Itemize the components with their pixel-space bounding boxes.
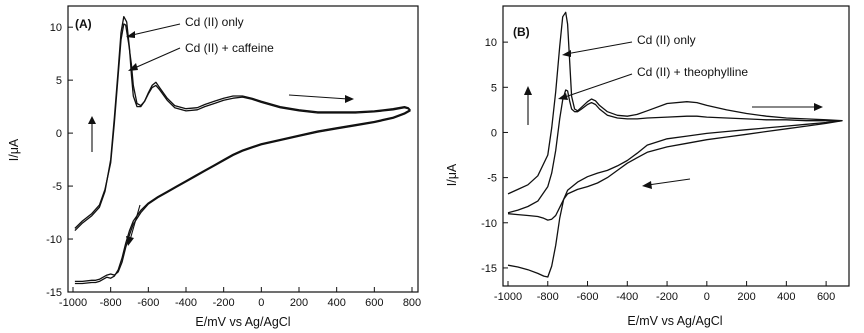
panel-b-y-tick-label: -10 (481, 218, 497, 230)
panel-a-scan-arrowhead-down (126, 236, 134, 246)
panel-b-series-cd-with-additive-line (507, 89, 843, 221)
panel-b-y-tick-label: 5 (491, 82, 497, 94)
panel-b-pointer-cd-only (565, 41, 633, 55)
panel-a-series-cd-with-additive-line (74, 23, 411, 283)
panel-a-y-tick-label: -5 (52, 181, 62, 193)
panel-a-x-tick-label: -600 (137, 297, 159, 309)
panel-a-x-tick-label: 800 (403, 297, 421, 309)
panel-b-x-tick-label: 600 (817, 291, 835, 303)
panel-a-y-axis: -15 -10 -5 0 5 10 (46, 22, 73, 299)
panel-b-scan-arrow-left (647, 178, 691, 186)
panel-b-y-axis: -15 -10 -5 0 5 10 (481, 37, 508, 275)
panel-b-scan-arrowhead-up (524, 86, 532, 95)
panel-b-frame (502, 5, 850, 287)
panel-b-scan-arrowhead-right (814, 103, 823, 111)
panel-a-series-cd-only-line (74, 15, 411, 285)
panel-b-x-tick-label: 400 (777, 291, 795, 303)
panel-b-annotation-cd-theophylline: Cd (II) + theophylline (637, 65, 748, 79)
panel-a-x-tick-label: -200 (213, 297, 235, 309)
panel-a-pointer-head-cd-caffeine (128, 63, 138, 71)
panel-b-scan-arrowhead-left (642, 181, 652, 189)
panel-b-y-tick-label: 0 (491, 127, 497, 139)
panel-b-y-axis-label: I/μA (445, 163, 459, 186)
panel-a-frame (67, 5, 419, 293)
panel-a-pointer-cd-only (127, 23, 181, 37)
panel-b-x-tick-label: -600 (577, 291, 599, 303)
panel-a-x-tick-label: 400 (327, 297, 345, 309)
panel-a-x-tick-label: -400 (175, 297, 197, 309)
panel-b-y-tick-label: -15 (481, 263, 497, 275)
panel-a-scan-arrow-right (288, 94, 349, 100)
panel-b-x-tick-label: -200 (656, 291, 678, 303)
panel-b-pointer-head-cd-theophylline (558, 93, 568, 100)
panel-a-pointer-head-cd-only (126, 31, 135, 38)
panel-a-pointer-cd-caffeine (129, 47, 181, 71)
panel-a-x-axis: -1000 -800 -600 -400 -200 0 200 400 600 800 (59, 287, 421, 309)
panel-b-y-tick-label: -5 (487, 173, 497, 185)
panel-b-pointer-cd-theophylline (561, 73, 633, 99)
panel-a-scan-arrowhead-right (345, 95, 354, 103)
panel-a-y-tick-label: -15 (46, 287, 62, 299)
panel-b-annotation-cd-only: Cd (II) only (637, 33, 696, 47)
panel-a-annotation-cd-caffeine: Cd (II) + caffeine (185, 41, 274, 55)
panel-b-series-cd-only-line (507, 11, 843, 278)
panel-b-pointer-head-cd-only (562, 50, 571, 57)
panel-a-label: (A) (75, 17, 92, 31)
panel-a-x-tick-label: 600 (365, 297, 383, 309)
panel-a-y-tick-label: 5 (56, 75, 62, 87)
panel-a-y-tick-label: -10 (46, 234, 62, 246)
panel-a-y-tick-label: 0 (56, 128, 62, 140)
panel-b-label: (B) (513, 25, 530, 39)
panel-b-x-axis: -1000 -800 -600 -400 -200 0 200 400 600 (494, 281, 835, 303)
panel-a-x-axis-label: E/mV vs Ag/AgCl (195, 315, 290, 329)
panel-b: -1000 -800 -600 -400 -200 0 200 400 600 -15 -10 -5… (445, 5, 850, 328)
panel-b-x-tick-label: 200 (737, 291, 755, 303)
panel-b-x-axis-label: E/mV vs Ag/AgCl (627, 314, 722, 328)
panel-a-scan-arrowhead-up (88, 116, 96, 124)
panel-b-x-tick-label: -400 (616, 291, 638, 303)
panel-a-y-axis-label: I/μA (7, 138, 21, 161)
panel-b-y-tick-label: 10 (485, 37, 497, 49)
panel-a-y-tick-label: 10 (50, 22, 62, 34)
panel-b-curves (507, 11, 843, 278)
panel-a-scan-arrow-down (129, 204, 141, 241)
panel-b-x-tick-label: -800 (537, 291, 559, 303)
panel-a-annotation-cd-only: Cd (II) only (185, 15, 244, 29)
panel-a-x-tick-label: 0 (258, 297, 264, 309)
panel-b-x-tick-label: -1000 (494, 291, 522, 303)
panel-a-x-tick-label: -1000 (59, 297, 87, 309)
panel-a-curves (74, 15, 411, 285)
panel-a-x-tick-label: 200 (290, 297, 308, 309)
panel-a-x-tick-label: -800 (100, 297, 122, 309)
panel-b-x-tick-label: 0 (704, 291, 710, 303)
panel-a: -1000 -800 -600 -400 -200 0 200 400 600 800 -15-1… (7, 5, 421, 329)
